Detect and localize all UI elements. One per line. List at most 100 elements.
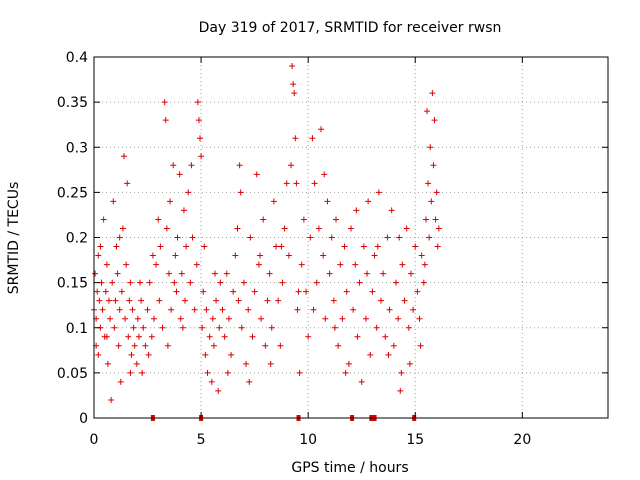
data-point [417,342,424,349]
data-point [258,315,265,322]
data-point [341,243,348,250]
data-point [266,270,273,277]
data-point [221,333,228,340]
data-point [109,279,116,286]
data-point [171,279,178,286]
data-point [165,270,172,277]
data-point [324,198,331,205]
data-point [177,315,184,322]
data-point [275,297,282,304]
data-point [397,387,404,394]
data-point [194,99,201,106]
data-point [96,297,103,304]
data-point [208,378,215,385]
data-point [273,243,280,250]
data-point [377,297,384,304]
data-point [322,315,329,322]
data-point [388,207,395,214]
data-point [425,180,432,187]
data-point [285,252,292,259]
data-point [300,216,307,223]
data-point [111,324,118,331]
data-point [118,288,125,295]
data-point [216,324,223,331]
data-point [315,225,322,232]
data-point [187,279,194,286]
data-point [350,306,357,313]
x-tick-label: 20 [513,432,531,448]
data-point [180,207,187,214]
data-point [382,333,389,340]
data-point [173,288,180,295]
y-tick-label: 0.05 [57,366,88,382]
data-point [374,243,381,250]
data-point [168,306,175,313]
data-point [313,279,320,286]
y-tick-label: 0.15 [57,276,88,292]
data-point [126,297,133,304]
data-point [174,234,181,241]
data-point [107,315,114,322]
data-point [281,225,288,232]
data-point [170,162,177,169]
data-point [157,243,164,250]
data-point [146,279,153,286]
data-point [424,108,431,115]
data-point [407,270,414,277]
data-point [193,261,200,268]
data-point [164,342,171,349]
y-tick-label: 0.4 [66,50,88,66]
data-point [430,162,437,169]
data-point [416,315,423,322]
data-point [289,63,296,70]
data-point [149,252,156,259]
data-point [100,216,107,223]
data-point [198,153,205,160]
data-point [365,198,372,205]
data-point [360,243,367,250]
data-point [135,333,142,340]
data-points [91,63,442,403]
data-point [110,198,117,205]
data-point [410,306,417,313]
data-point [225,315,232,322]
data-point [326,270,333,277]
data-point [371,252,378,259]
data-point [401,297,408,304]
data-point [103,261,110,268]
data-point [253,171,260,178]
data-point [115,342,122,349]
data-point [120,153,127,160]
data-point [153,261,160,268]
data-point [398,369,405,376]
data-point [433,189,440,196]
data-point [204,369,211,376]
data-point [432,216,439,223]
data-point [108,396,115,403]
data-point [209,315,216,322]
data-point [395,315,402,322]
data-point [310,306,317,313]
x-axis-label: GPS time / hours [291,460,408,476]
x-tick-label: 15 [406,432,424,448]
x-tick-label: 0 [90,432,99,448]
data-point [116,234,123,241]
data-point [236,162,243,169]
data-point [390,342,397,349]
data-point [197,135,204,142]
data-point [431,117,438,124]
data-point [418,252,425,259]
data-point [321,171,328,178]
data-point [392,279,399,286]
data-point [125,333,132,340]
data-point [373,324,380,331]
data-point [422,216,429,223]
data-point [150,315,157,322]
data-point [127,279,134,286]
data-point [421,261,428,268]
data-point [333,216,340,223]
data-point [140,324,147,331]
data-point [215,387,222,394]
data-point [206,333,213,340]
